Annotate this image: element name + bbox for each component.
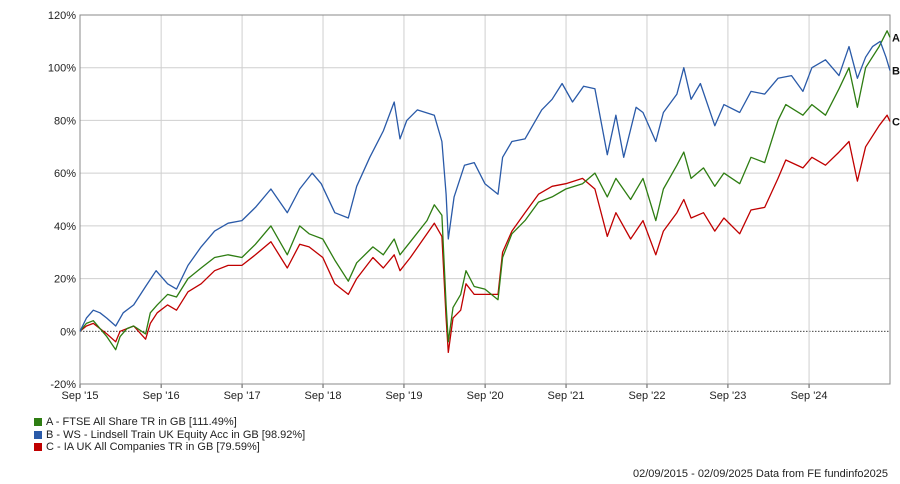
legend-label-a: A - FTSE All Share TR in GB [111.49%]	[46, 416, 237, 428]
end-label-b: B	[892, 66, 900, 78]
legend-item-a: A - FTSE All Share TR in GB [111.49%]	[34, 416, 305, 429]
y-tick-label: 120%	[48, 10, 76, 22]
legend: A - FTSE All Share TR in GB [111.49%] B …	[34, 416, 305, 454]
x-tick-label: Sep '20	[467, 390, 504, 402]
end-label-a: A	[892, 32, 900, 44]
legend-item-b: B - WS - Lindsell Train UK Equity Acc in…	[34, 429, 305, 442]
axes: 120% 100% 80% 60% 40% 20% 0% -20%Sep '15 Sep '16…	[48, 10, 891, 402]
series-line-b	[79, 40, 891, 332]
x-tick-label: Sep '19	[385, 390, 422, 402]
x-tick-label: Sep '23	[709, 390, 746, 402]
footer-date-range: 02/09/2015 - 02/09/2025 Data from FE fun…	[632, 468, 888, 480]
end-label-c: C	[892, 117, 900, 129]
y-tick-label: 60%	[54, 168, 76, 180]
labels: A B C	[892, 32, 900, 128]
legend-item-c: C - IA UK All Companies TR in GB [79.59%…	[34, 441, 305, 454]
x-tick-label: Sep '16	[143, 390, 180, 402]
legend-label-b: B - WS - Lindsell Train UK Equity Acc in…	[46, 428, 306, 441]
x-tick-label: Sep '21	[548, 390, 585, 402]
legend-label-c: C - IA UK All Companies TR in GB [79.59%…	[46, 441, 260, 453]
series-lines	[79, 30, 891, 354]
y-tick-label: 40%	[54, 221, 76, 233]
legend-swatch-a	[34, 418, 42, 427]
y-tick-label: -20%	[50, 379, 76, 391]
y-tick-label: 0%	[60, 326, 76, 338]
series-line-c	[79, 114, 891, 354]
x-tick-label: Sep '15	[62, 390, 99, 402]
y-tick-label: 80%	[54, 115, 76, 127]
x-tick-label: Sep '22	[628, 390, 665, 402]
gridlines	[80, 14, 890, 384]
x-tick-label: Sep '17	[224, 390, 261, 402]
x-tick-label: Sep '24	[791, 390, 828, 402]
x-tick-label: Sep '18	[305, 390, 342, 402]
plot-frame	[79, 14, 891, 385]
chart: 120% 100% 80% 60% 40% 20% 0% -20%Sep '15 Sep '16…	[48, 10, 900, 402]
y-tick-label: 100%	[48, 63, 76, 75]
legend-swatch-b	[34, 430, 42, 439]
y-tick-label: 20%	[54, 274, 76, 286]
series-line-a	[79, 30, 891, 351]
legend-swatch-c	[34, 443, 42, 452]
